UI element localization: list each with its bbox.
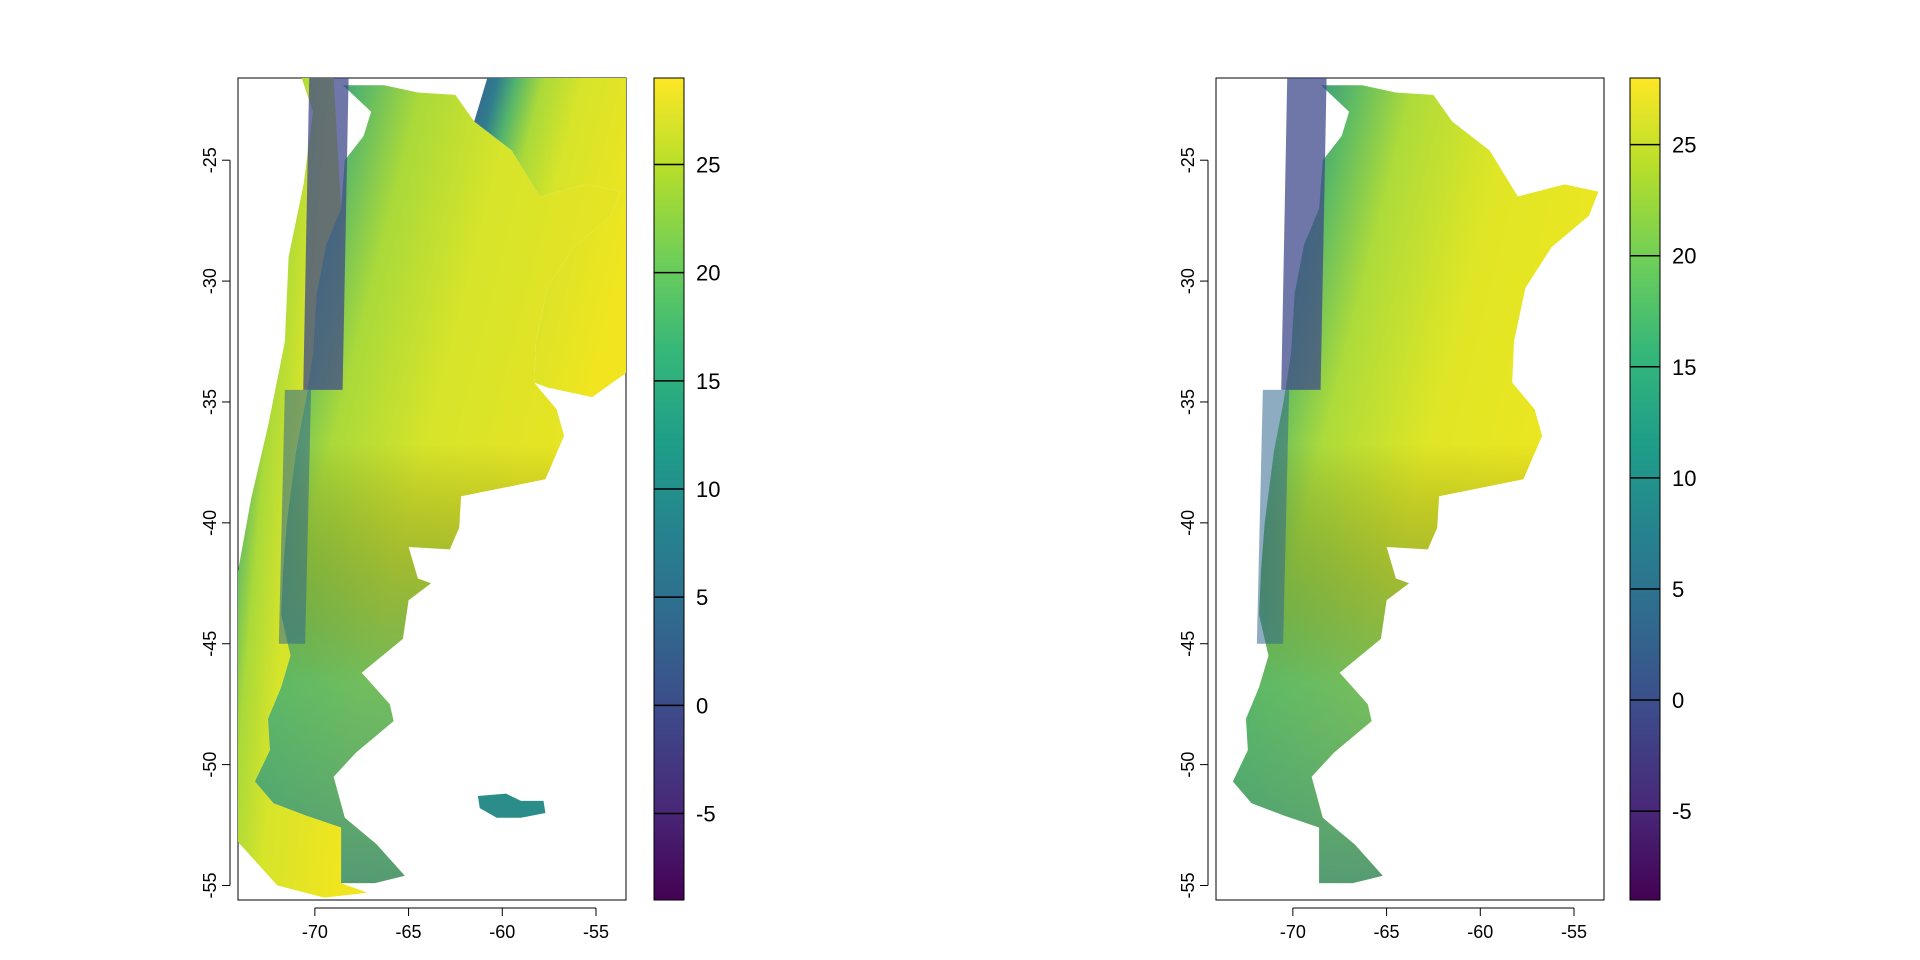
y-tick-label: -45: [1178, 631, 1198, 657]
y-tick-label: -50: [1178, 752, 1198, 778]
x-tick-label: -55: [583, 922, 609, 942]
colorbar-tick-label: 0: [696, 693, 708, 718]
falkland-islands: [477, 793, 546, 818]
y-tick-label: -40: [200, 510, 220, 536]
colorbar-tick-label: 15: [696, 369, 720, 394]
x-tick-label: -70: [302, 922, 328, 942]
x-tick-label: -65: [396, 922, 422, 942]
x-axis: -70 -65 -60 -55: [1280, 907, 1587, 942]
y-axis: -25 -30 -35 -40 -45 -50 -55: [1178, 147, 1209, 899]
map-frame: [237, 77, 627, 901]
andes-ridge-south: [278, 389, 312, 644]
y-tick-label: -50: [200, 752, 220, 778]
x-tick-label: -55: [1561, 922, 1587, 942]
y-tick-label: -55: [200, 872, 220, 898]
colorbar-tick-label: 0: [1672, 688, 1684, 713]
land-chile: [238, 78, 368, 898]
y-tick-label: -35: [1178, 389, 1198, 415]
patagonia-shading: [1232, 85, 1599, 884]
andes-cold-band: [278, 78, 349, 644]
x-tick-label: -65: [1374, 922, 1400, 942]
colorbar-ramp: [1629, 77, 1661, 901]
y-tick-label: -40: [1178, 510, 1198, 536]
y-tick-label: -25: [1178, 147, 1198, 173]
colorbar-tick-label: -5: [1672, 799, 1692, 824]
y-tick-label: -30: [1178, 268, 1198, 294]
temperature-raster: [1232, 78, 1599, 884]
colorbar-tick-label: 25: [1672, 133, 1696, 158]
map-panel-full: -70 -65 -60 -55 -25-30-35-40-45-50-55 25201…: [200, 77, 720, 942]
y-tick-label: -25: [200, 147, 220, 173]
y-tick-label: -45: [200, 631, 220, 657]
y-tick-label: -55: [1178, 872, 1198, 898]
colorbar-tick-label: 25: [696, 153, 720, 178]
colorbar-tick-label: -5: [696, 801, 716, 826]
colorbar-tick-label: 5: [1672, 577, 1684, 602]
y-axis: -25 -30 -35 -40 -45 -50 -55: [200, 147, 231, 899]
y-tick-label: -30: [200, 268, 220, 294]
map-frame: [1215, 77, 1605, 901]
colorbar-tick-label: 5: [696, 585, 708, 610]
y-tick-label: -35: [200, 389, 220, 415]
colorbar-tick-label: 10: [696, 477, 720, 502]
x-axis: -70 -65 -60 -55: [302, 907, 609, 942]
colorbar-tick-label: 20: [696, 261, 720, 286]
colorbar-legend: 25 20 15 10 5 0 -5: [1629, 77, 1696, 901]
colorbar-legend: 25 20 15 10 5 0 -5: [653, 77, 720, 901]
patagonia-shading: [254, 85, 621, 884]
map-panel-masked: -70 -65 -60 -55 -25-30-35-40-45-50-55 25201…: [1178, 77, 1696, 942]
colorbar-tick-label: 15: [1672, 355, 1696, 380]
colorbar-tick-label: 10: [1672, 466, 1696, 491]
andes-ridge-south: [1256, 389, 1290, 644]
temperature-raster: [238, 78, 626, 898]
x-tick-label: -70: [1280, 922, 1306, 942]
x-tick-label: -60: [1467, 922, 1493, 942]
land-north-neighbours: [474, 78, 626, 398]
colorbar-tick-label: 20: [1672, 244, 1696, 269]
andes-ridge: [303, 78, 349, 390]
x-tick-label: -60: [489, 922, 515, 942]
andes-ridge: [1281, 78, 1327, 390]
andes-cold-band: [1256, 78, 1327, 644]
